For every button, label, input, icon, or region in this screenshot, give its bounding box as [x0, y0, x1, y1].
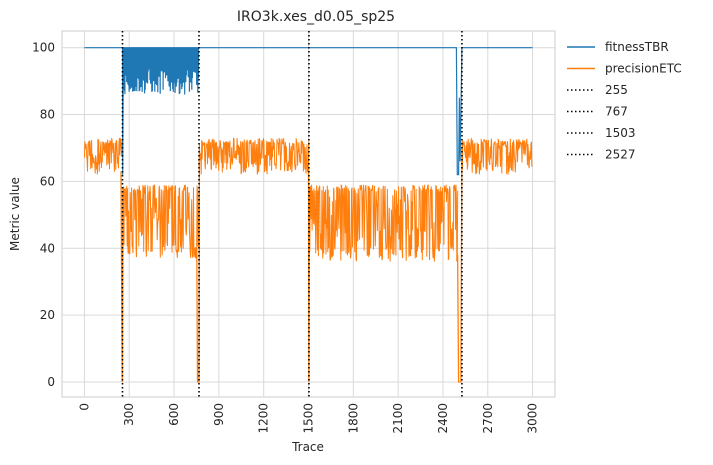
x-tick-label: 1200 — [257, 403, 271, 434]
x-ticks: 0 300 600 900 1200 1500 1800 2100 2400 2700 3000 — [77, 403, 539, 434]
series-layer — [83, 47, 533, 383]
series-line-precisionETC — [83, 137, 533, 262]
y-tick-label: 40 — [40, 241, 55, 255]
y-tick-label: 80 — [40, 108, 55, 122]
x-tick-label: 1800 — [346, 403, 360, 434]
legend-label-precisionETC: precisionETC — [605, 62, 682, 76]
legend-label-1503: 1503 — [605, 126, 636, 140]
precision-drop-3 — [456, 147, 463, 383]
x-tick-label: 2400 — [436, 403, 450, 434]
drift-lines — [121, 31, 463, 397]
y-axis-label: Metric value — [8, 177, 22, 251]
y-tick-label: 0 — [47, 375, 55, 389]
legend-label-767: 767 — [605, 105, 628, 119]
x-tick-label: 2700 — [481, 403, 495, 434]
legend: fitnessTBR precisionETC 255 767 1503 2527 — [567, 40, 682, 162]
x-tick-label: 600 — [167, 403, 181, 426]
y-ticks: 0 20 40 60 80 100 — [32, 41, 55, 389]
y-tick-label: 100 — [32, 41, 55, 55]
precision-drop-0 — [120, 171, 124, 383]
x-tick-label: 300 — [122, 403, 136, 426]
legend-label-fitnessTBR: fitnessTBR — [605, 40, 669, 54]
x-tick-label: 0 — [77, 403, 91, 411]
y-tick-label: 20 — [40, 308, 55, 322]
x-tick-label: 2100 — [391, 403, 405, 434]
series-line-fitnessTBR — [84, 47, 533, 176]
x-tick-label: 900 — [212, 403, 226, 426]
y-tick-label: 60 — [40, 174, 55, 188]
x-tick-label: 3000 — [526, 403, 540, 434]
x-axis-label: Trace — [291, 440, 324, 454]
x-tick-label: 1500 — [302, 403, 316, 434]
legend-label-255: 255 — [605, 83, 628, 97]
legend-label-2527: 2527 — [605, 148, 636, 162]
chart-title: IRO3k.xes_d0.05_sp25 — [237, 9, 395, 25]
